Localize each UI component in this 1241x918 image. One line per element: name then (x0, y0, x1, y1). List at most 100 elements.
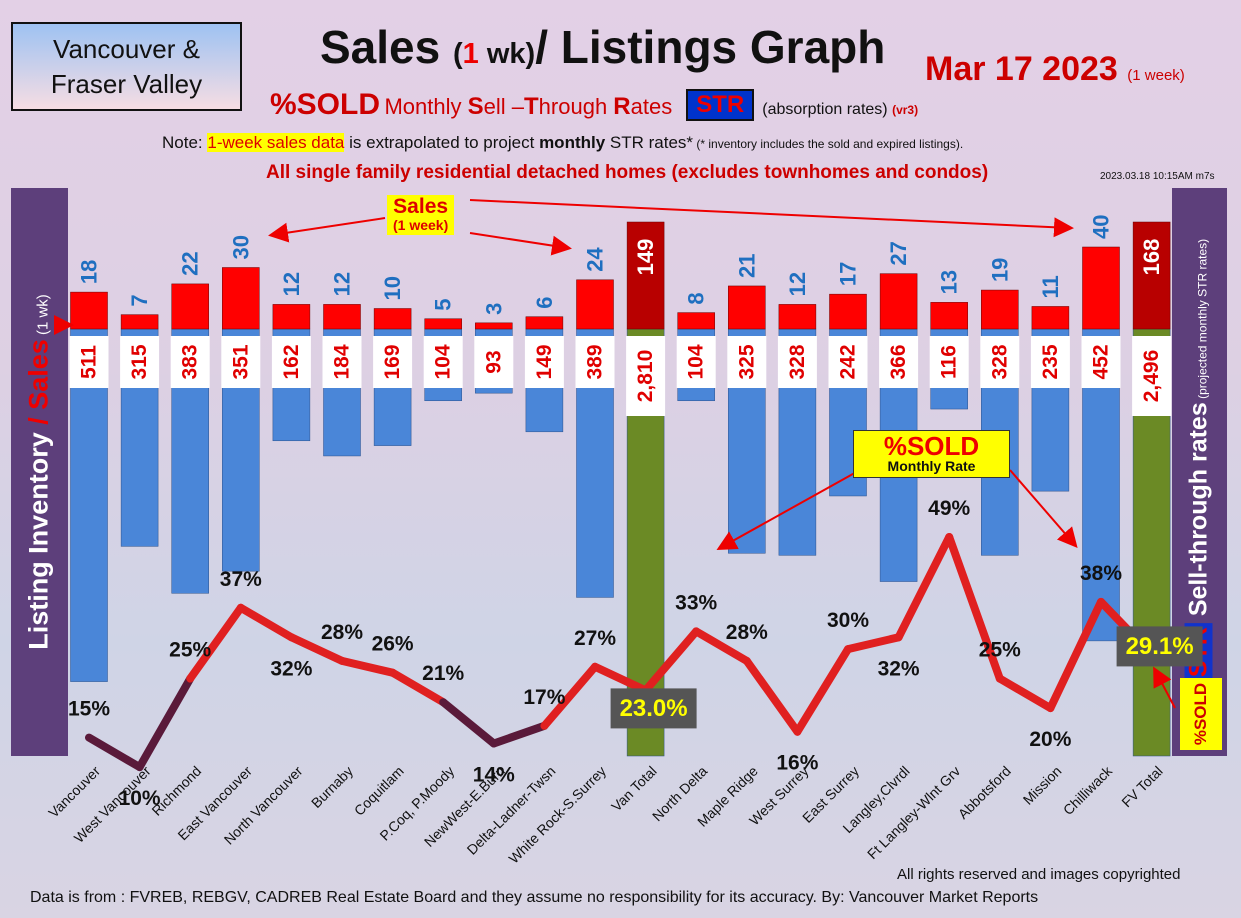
sales-bar (879, 273, 918, 330)
listing-label-box (170, 336, 210, 388)
str-label: 25% (979, 639, 1021, 662)
sales-bar (171, 283, 209, 330)
str-line-segment (793, 645, 852, 736)
str-label: 49% (928, 497, 970, 520)
category-label: White Rock-S.Surrey (505, 763, 609, 867)
sales-label: 3 (481, 303, 506, 315)
listing-label: 315 (128, 344, 151, 379)
listing-label: 184 (331, 344, 354, 379)
str-line-segment (287, 633, 346, 665)
listing-label-box (373, 336, 413, 388)
total-str-box (610, 688, 697, 729)
str-line-segment (894, 533, 954, 642)
category-label: Abbotsford (955, 763, 1014, 822)
sales-bar (1132, 221, 1171, 330)
str-label: 37% (220, 568, 262, 591)
listing-label-box (474, 336, 514, 388)
pct-sold-side-label: %SOLD (1180, 678, 1222, 750)
str-label: 28% (726, 621, 768, 644)
sales-bar (323, 304, 361, 330)
str-line-segment (489, 721, 549, 748)
sales-label: 40 (1089, 215, 1114, 239)
str-line-segment (236, 603, 296, 642)
sales-callout-title: Sales (393, 195, 449, 218)
title-wk: wk) (478, 38, 536, 70)
str-label: 27% (574, 627, 616, 650)
sales-label: 8 (684, 292, 709, 304)
str-line-segment (742, 656, 802, 736)
sales-bar (677, 312, 715, 330)
str-line-segment (135, 674, 195, 772)
sales-callout: Sales (1 week) (387, 195, 455, 235)
sales-bar (525, 316, 564, 330)
sales-label: 21 (734, 253, 759, 277)
left-axis-panel (11, 188, 68, 756)
sales-bars (70, 221, 1171, 330)
sales-bar (424, 318, 462, 330)
sales-label: 12 (330, 272, 355, 296)
pct-sold-callout: %SOLD Monthly Rate (853, 430, 1010, 478)
sales-bar (930, 302, 968, 330)
listing-label-box (575, 336, 615, 388)
listing-label-box (828, 336, 868, 388)
listing-label: 511 (78, 345, 101, 379)
listing-label-box (271, 336, 311, 388)
listing-labels: 511 315 383 351 162 184 169 104 93 149 389 2,810 104… (69, 336, 1172, 416)
sales-label: 5 (431, 299, 456, 311)
subtitle-sell-through: Monthly Sell –Through Rates (384, 93, 673, 120)
listing-label: 104 (432, 344, 455, 379)
region-line-2: Fraser Valley (50, 68, 203, 99)
region-line-1: Vancouver & (53, 33, 200, 64)
listing-label-box (423, 336, 463, 388)
sales-bar (728, 285, 766, 330)
listing-label-box (1030, 336, 1070, 388)
listing-label: 366 (887, 344, 910, 379)
total-str-label: 23.0% (620, 695, 688, 722)
str-line-segment (85, 733, 144, 772)
str-line-segment (439, 698, 498, 748)
listing-label: 242 (837, 344, 860, 379)
listing-label: 325 (735, 344, 758, 379)
callout-arrows (54, 199, 1176, 709)
sales-bar (70, 291, 108, 330)
str-line-segment (945, 533, 1004, 683)
listing-label-box (626, 336, 666, 416)
sales-bar (576, 279, 614, 330)
listing-label: 2,496 (1140, 350, 1163, 403)
listing-label-box (777, 336, 817, 388)
sales-bar (829, 293, 867, 330)
category-label: Mission (1020, 763, 1065, 808)
listing-label-box (929, 336, 969, 388)
listing-label-box (1132, 336, 1172, 416)
copyright: All rights reserved and images copyright… (897, 866, 1181, 883)
listing-label-box (676, 336, 716, 388)
str-line-segment (591, 662, 650, 695)
sales-bar (981, 289, 1019, 330)
sales-bar (1082, 246, 1120, 330)
subtitle-pct-sold: %SOLD (270, 88, 381, 121)
sales-bar (778, 304, 817, 330)
str-label: 33% (675, 591, 717, 614)
sales-callout-sub: (1 week) (393, 217, 449, 234)
listing-label: 104 (685, 344, 708, 379)
headline: All single family residential detached h… (266, 162, 989, 183)
listing-label-box (1081, 336, 1121, 388)
sales-label: 12 (785, 272, 810, 296)
str-line-segment (186, 603, 245, 683)
sales-bar (272, 304, 311, 330)
sales-label: 22 (178, 251, 203, 275)
total-str-box (1116, 626, 1203, 667)
listing-label-box (221, 336, 261, 388)
sales-bar (1031, 306, 1070, 330)
sales-label: 6 (532, 296, 557, 308)
sales-bar (120, 314, 159, 330)
subtitle-absorption: (absorption rates) (762, 101, 888, 118)
sales-label: 168 (1139, 239, 1164, 276)
note: Note: 1-week sales data is extrapolated … (162, 133, 964, 152)
listing-label: 149 (533, 344, 556, 379)
category-label: Van Total (608, 763, 660, 815)
title-one: 1 (462, 38, 479, 70)
note-highlight: 1-week sales data (207, 133, 345, 152)
